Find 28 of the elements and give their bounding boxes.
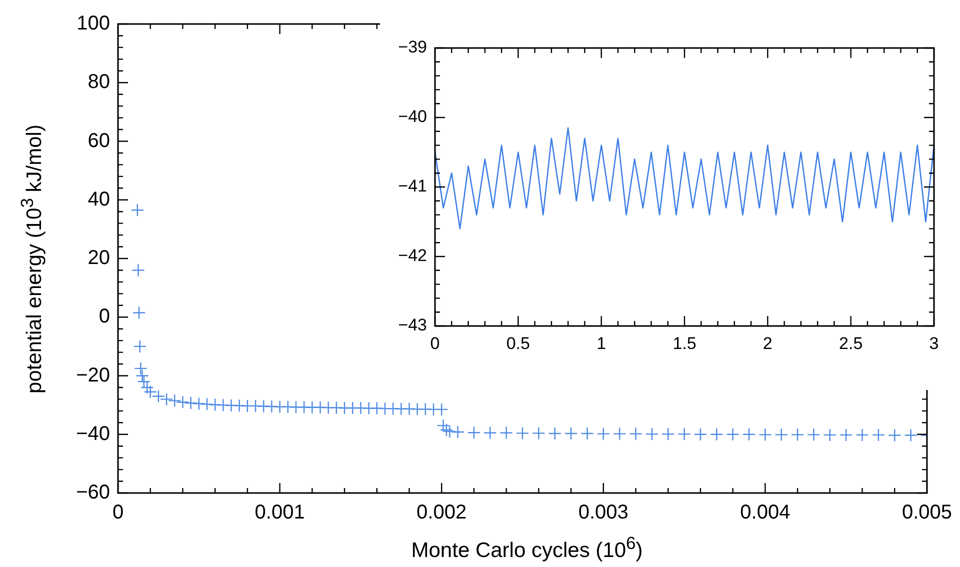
x-tick-label: 0 (112, 502, 124, 524)
x-tick-label: 0.003 (578, 502, 628, 524)
y-tick-label: 60 (88, 130, 110, 152)
y-tick-label: −60 (76, 482, 110, 504)
y-tick-label: −42 (398, 246, 427, 266)
y-tick-label: −41 (398, 176, 427, 196)
y-tick-label: 100 (76, 12, 110, 35)
x-tick-label: 2 (762, 334, 772, 353)
x-tick-label: 0 (430, 334, 440, 353)
y-tick-label: −43 (398, 316, 427, 335)
x-tick-label: 0.5 (506, 334, 530, 353)
x-tick-label: 0.002 (416, 502, 467, 524)
y-tick-label: −39 (398, 38, 427, 57)
y-tick-label: −40 (398, 107, 427, 126)
y-tick-label: 80 (88, 71, 110, 94)
x-tick-label: 0.001 (254, 502, 305, 524)
x-axis-title: Monte Carlo cycles (10$^{6}$) (411, 533, 643, 563)
x-tick-label: 1 (596, 334, 606, 353)
y-tick-label: −40 (76, 422, 110, 445)
x-tick-label: 0.005 (902, 502, 952, 524)
y-tick-label: 0 (98, 306, 110, 328)
x-tick-label: 1.5 (672, 334, 696, 353)
x-tick-label: 0.004 (740, 502, 790, 524)
x-tick-label: 2.5 (839, 334, 863, 353)
y-tick-label: 20 (88, 247, 110, 270)
x-tick-label: 3 (929, 334, 939, 353)
y-tick-label: 40 (88, 188, 110, 210)
y-tick-label: −20 (76, 364, 110, 386)
